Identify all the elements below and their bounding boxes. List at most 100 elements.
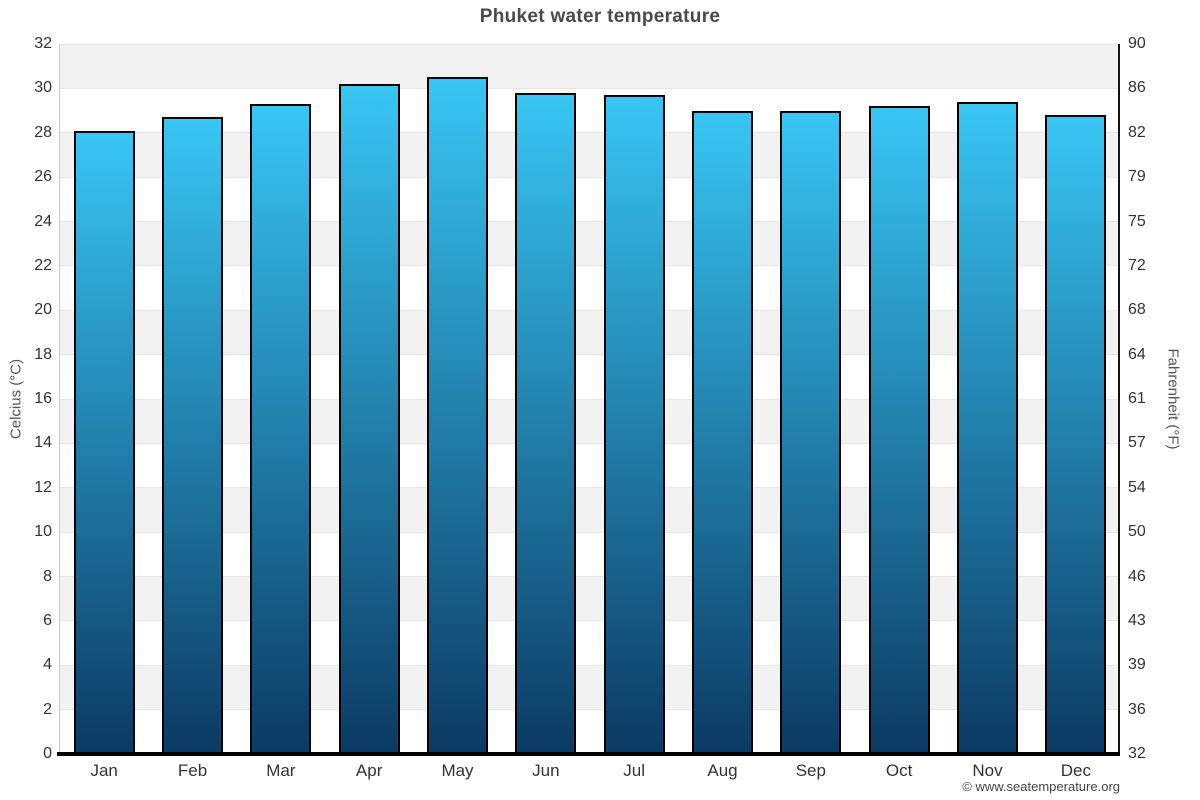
- y-tick-fahrenheit-54: 54: [1128, 478, 1146, 496]
- y-tick-fahrenheit-36: 36: [1128, 700, 1146, 718]
- bar-slot-sep: [767, 44, 855, 754]
- gridline-4c: [60, 664, 1120, 666]
- x-label-mar: Mar: [266, 761, 296, 780]
- gridline-18c: [60, 354, 1120, 356]
- plot-band: [60, 399, 1120, 444]
- y-tick-fahrenheit-32: 32: [1128, 745, 1146, 762]
- gridline-6c: [60, 620, 1120, 622]
- y-tick-celsius-32: 32: [34, 35, 52, 52]
- y-tick-fahrenheit-79: 79: [1128, 168, 1146, 186]
- gridline-20c: [60, 309, 1120, 311]
- y-tick-celsius-18: 18: [34, 345, 52, 363]
- plot-band: [60, 132, 1120, 178]
- y-axis-title-celsius: Celcius (°C): [7, 358, 25, 440]
- bar-may[interactable]: [427, 77, 488, 754]
- bar-slot-mar: [237, 44, 325, 754]
- y-tick-celsius-12: 12: [34, 478, 52, 496]
- bar-dec[interactable]: [1045, 115, 1107, 754]
- y-tick-celsius-26: 26: [34, 168, 52, 186]
- plot-band: [60, 709, 1120, 754]
- y-tick-fahrenheit-57: 57: [1128, 434, 1146, 452]
- plot-band: [60, 665, 1120, 710]
- plot-band: [60, 576, 1120, 621]
- plot-band: [60, 265, 1120, 311]
- plot-band: [60, 487, 1120, 533]
- gridline-22c: [60, 265, 1120, 267]
- plot-band: [60, 310, 1120, 355]
- bar-jul[interactable]: [603, 95, 665, 754]
- gridline-12c: [60, 487, 1120, 489]
- bar-slot-nov: [943, 44, 1031, 754]
- gridline-10c: [60, 531, 1120, 533]
- chart-title: Phuket water temperature: [479, 6, 721, 27]
- bar-feb[interactable]: [162, 117, 223, 754]
- bar-slot-oct: [855, 44, 943, 754]
- y-tick-celsius-10: 10: [34, 523, 52, 541]
- y-tick-celsius-8: 8: [43, 567, 52, 585]
- gridline-8c: [60, 576, 1120, 577]
- y-tick-fahrenheit-86: 86: [1128, 79, 1146, 97]
- plot-area: [60, 43, 1120, 754]
- bar-mar[interactable]: [250, 103, 312, 754]
- y-tick-fahrenheit-72: 72: [1128, 256, 1146, 274]
- x-label-apr: Apr: [355, 761, 383, 780]
- y-tick-celsius-0: 0: [43, 745, 52, 762]
- plot-band: [60, 44, 1120, 89]
- x-label-dec: Dec: [1060, 761, 1091, 780]
- gridline-24c: [60, 221, 1120, 222]
- x-label-jan: Jan: [90, 761, 118, 780]
- x-label-jul: Jul: [623, 761, 646, 780]
- plot-band: [60, 443, 1120, 488]
- gridline-30c: [60, 87, 1120, 89]
- y-tick-fahrenheit-46: 46: [1128, 567, 1146, 585]
- y-tick-fahrenheit-50: 50: [1128, 523, 1146, 541]
- y-tick-celsius-16: 16: [34, 390, 52, 407]
- y-tick-fahrenheit-39: 39: [1128, 656, 1146, 674]
- y-tick-fahrenheit-82: 82: [1128, 123, 1146, 141]
- gridline-2c: [60, 709, 1120, 711]
- y-tick-fahrenheit-43: 43: [1128, 611, 1146, 629]
- y-axis-line-right: [1118, 44, 1120, 755]
- gridline-28c: [60, 132, 1120, 134]
- copyright-credit: © www.seatemperature.org: [962, 779, 1120, 794]
- y-tick-celsius-14: 14: [34, 434, 52, 452]
- y-tick-celsius-20: 20: [34, 301, 52, 319]
- y-tick-fahrenheit-61: 61: [1128, 390, 1146, 407]
- x-label-aug: Aug: [707, 761, 738, 780]
- y-tick-celsius-24: 24: [34, 212, 52, 230]
- bar-nov[interactable]: [956, 101, 1018, 754]
- bar-slot-feb: [148, 44, 236, 754]
- y-tick-celsius-30: 30: [34, 79, 52, 97]
- gridline-16c: [60, 398, 1120, 400]
- gridline-26c: [60, 176, 1120, 178]
- bar-series: [60, 44, 1120, 754]
- plot-band: [60, 221, 1120, 266]
- y-tick-celsius-28: 28: [34, 123, 52, 141]
- bar-slot-jul: [590, 44, 678, 754]
- x-label-nov: Nov: [972, 761, 1003, 780]
- x-label-jun: Jun: [532, 761, 560, 780]
- x-label-feb: Feb: [177, 761, 208, 780]
- plot-band: [60, 354, 1120, 399]
- y-tick-fahrenheit-68: 68: [1128, 301, 1146, 319]
- bar-slot-apr: [325, 44, 413, 754]
- bar-slot-jun: [502, 44, 590, 754]
- y-tick-fahrenheit-90: 90: [1128, 35, 1146, 52]
- bar-jun[interactable]: [515, 92, 577, 754]
- bar-sep[interactable]: [780, 110, 842, 754]
- plot-band: [60, 177, 1120, 222]
- x-label-oct: Oct: [885, 761, 913, 780]
- y-axis-line-left: [59, 44, 60, 754]
- y-tick-celsius-4: 4: [43, 656, 52, 674]
- bar-slot-may: [413, 44, 501, 754]
- x-label-may: May: [441, 761, 474, 780]
- bar-aug[interactable]: [691, 110, 753, 754]
- x-label-sep: Sep: [795, 761, 826, 780]
- y-tick-celsius-22: 22: [34, 256, 52, 274]
- y-axis-title-fahrenheit: Fahrenheit (°F): [1164, 348, 1182, 450]
- bar-jan[interactable]: [73, 130, 135, 754]
- bar-oct[interactable]: [868, 106, 930, 754]
- bar-apr[interactable]: [338, 83, 400, 754]
- x-axis-line: [57, 752, 1120, 756]
